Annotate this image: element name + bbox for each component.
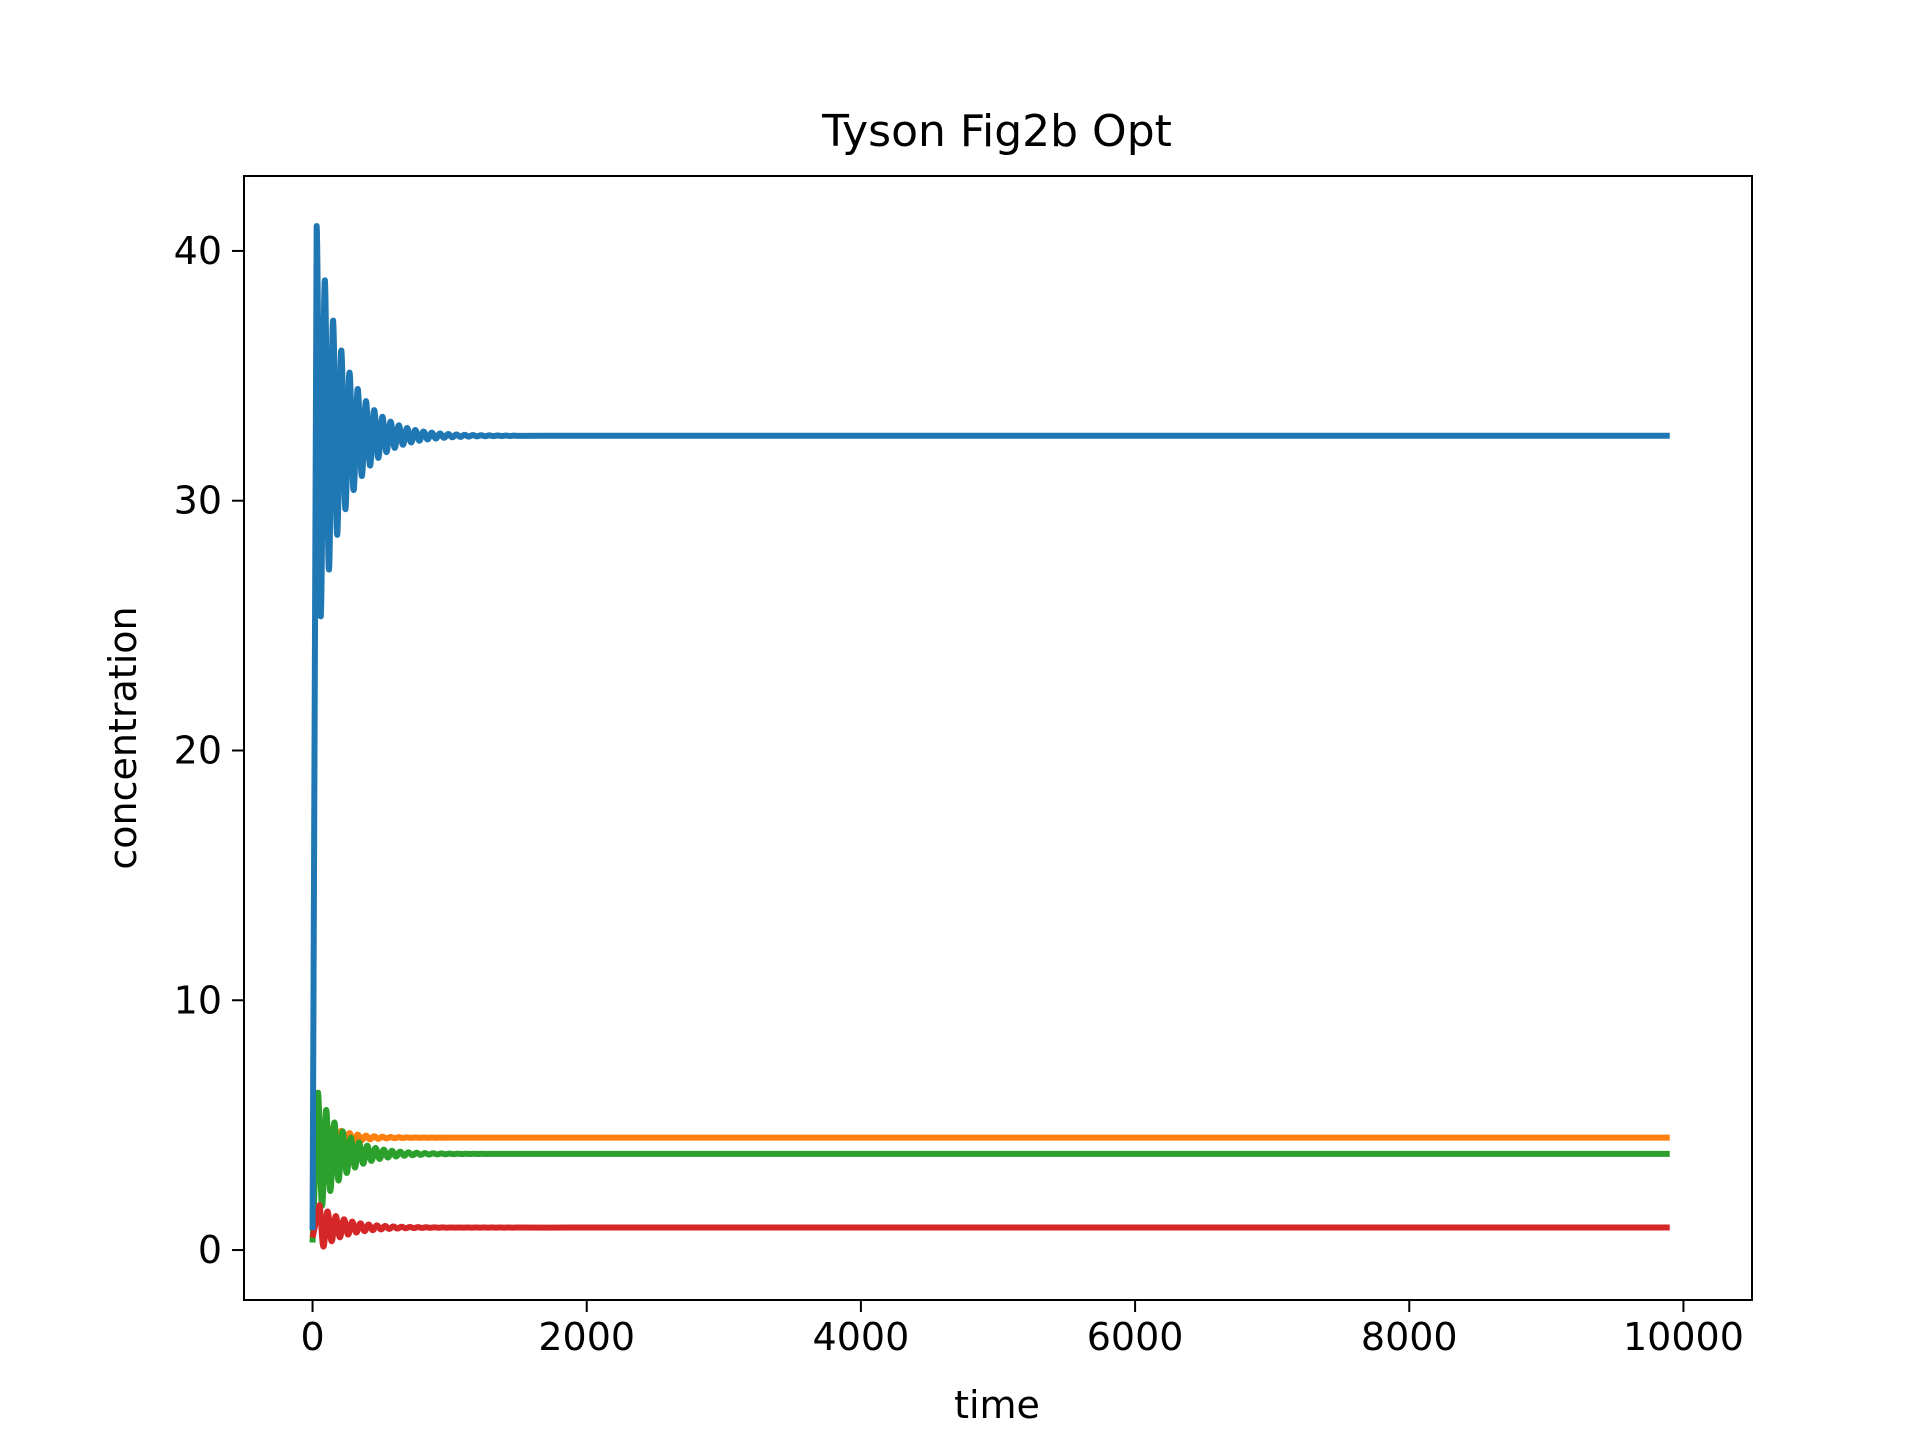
plot-frame	[243, 175, 1753, 1301]
x-tick-label: 4000	[813, 1315, 910, 1359]
y-tick-label: 10	[174, 978, 222, 1022]
x-tick-label: 0	[300, 1315, 324, 1359]
y-tick-label: 40	[174, 229, 222, 273]
series-layer	[309, 222, 1670, 1250]
y-tick-label: 0	[198, 1228, 222, 1272]
x-tick-label: 8000	[1361, 1315, 1458, 1359]
y-axis: 0 10 20 30 40	[174, 229, 244, 1272]
x-axis-label: time	[954, 1383, 1040, 1427]
chart-title: Tyson Fig2b Opt	[821, 106, 1172, 157]
x-axis: 0 2000 4000 6000 8000 10000	[300, 1300, 1744, 1359]
series-line	[309, 222, 1670, 1231]
x-tick-label: 10000	[1623, 1315, 1744, 1359]
y-tick-label: 20	[174, 728, 222, 772]
series-line	[309, 1202, 1670, 1250]
series-line	[309, 1089, 1670, 1243]
x-tick-label: 2000	[538, 1315, 635, 1359]
series-line	[309, 1112, 1670, 1160]
x-tick-label: 6000	[1087, 1315, 1184, 1359]
y-tick-label: 30	[174, 479, 222, 523]
y-axis-label: concentration	[101, 606, 145, 869]
